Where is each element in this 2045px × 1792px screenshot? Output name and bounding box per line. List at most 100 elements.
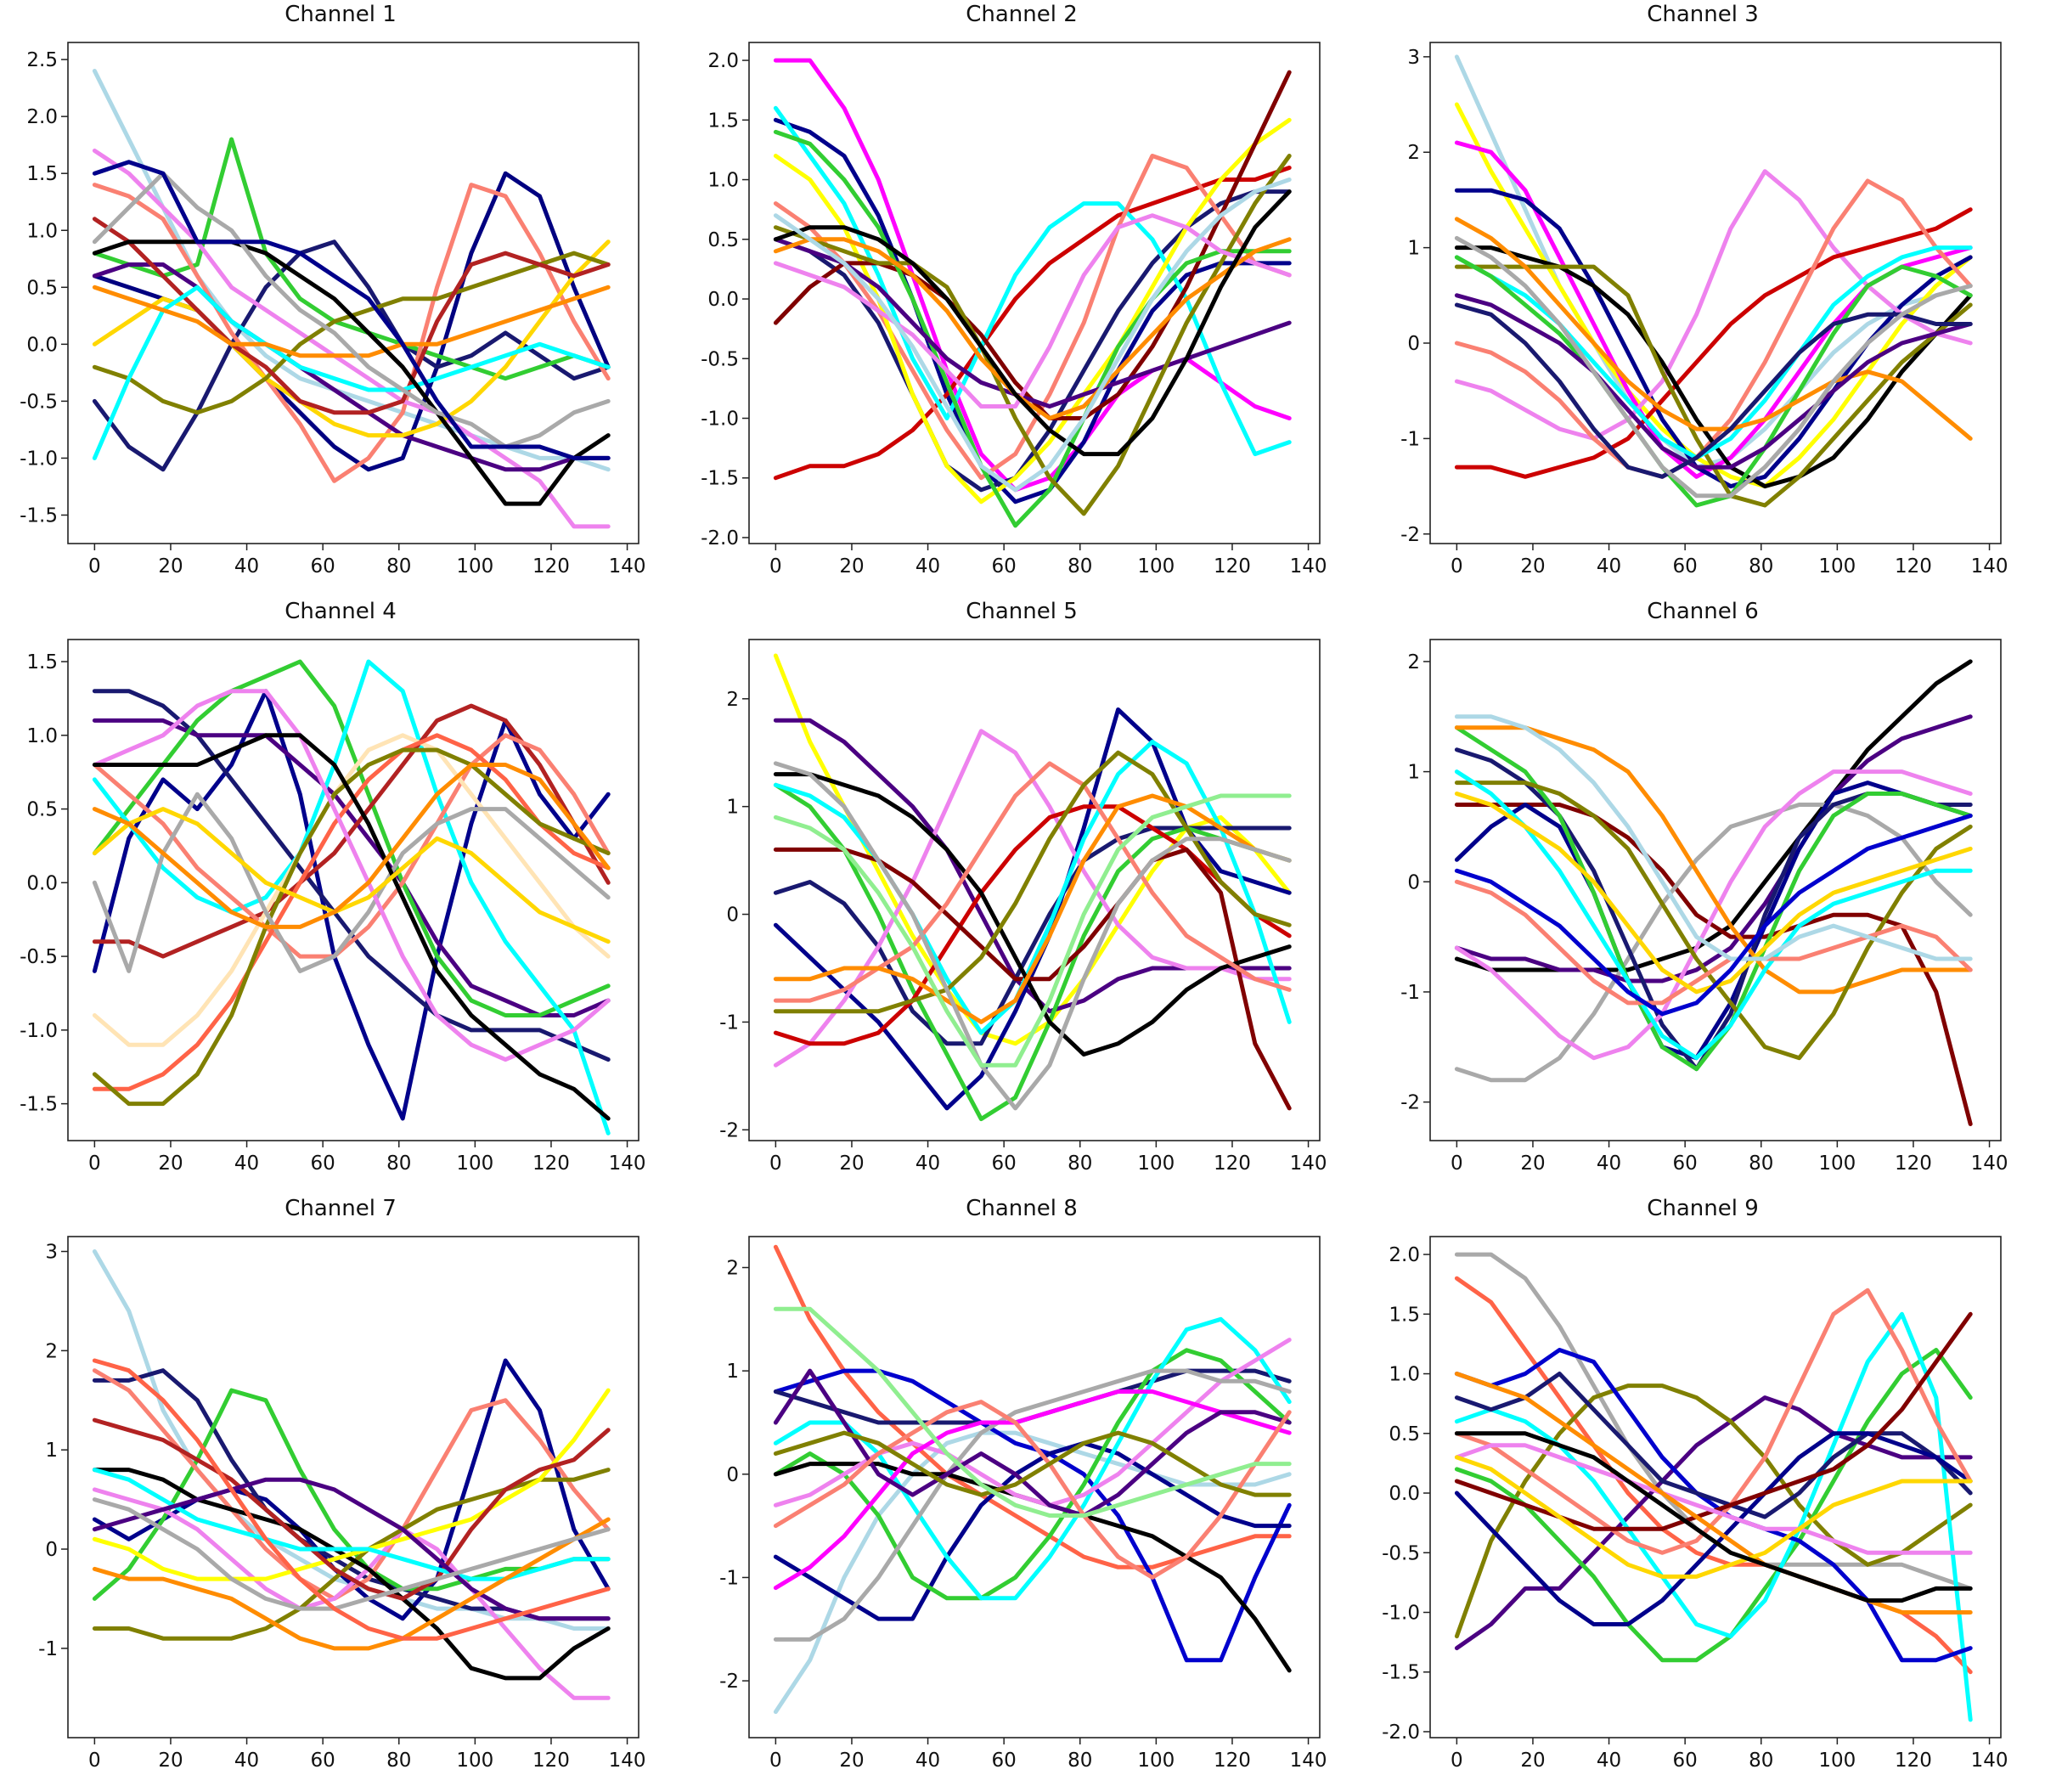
y-tick-label: -1.5: [20, 504, 58, 527]
x-tick-label: 40: [915, 1152, 940, 1175]
x-tick-label: 140: [1971, 555, 2008, 578]
y-tick-label: 1.0: [26, 220, 58, 242]
series-line-13: [1454, 1372, 1973, 1614]
x-tick-label: 120: [1895, 1152, 1932, 1175]
y-tick-label: -2: [719, 1119, 739, 1141]
y-tick-label: -0.5: [701, 348, 739, 370]
chart-title: Channel 9: [1647, 1196, 1759, 1221]
y-tick-label: 0: [1407, 871, 1420, 893]
series-line-15: [1454, 1431, 1973, 1603]
x-tick-label: 80: [1749, 1750, 1773, 1772]
series-group: [773, 653, 1292, 1122]
y-tick-label: 0.0: [26, 872, 58, 894]
series-line-13: [773, 1400, 1292, 1580]
series-line-15: [1454, 235, 1973, 499]
y-tick-label: -2: [1400, 524, 1420, 546]
series-line-10: [92, 1417, 611, 1601]
y-tick-label: 1.0: [26, 725, 58, 747]
series-line-9: [92, 733, 611, 1091]
y-tick-label: -0.5: [1382, 1542, 1420, 1564]
y-tick-label: -1.0: [701, 409, 739, 431]
y-tick-label: 0.0: [1389, 1483, 1420, 1505]
series-line-15: [773, 1306, 1292, 1518]
series-line-12: [773, 750, 1292, 1014]
series-line-1: [773, 1430, 1292, 1715]
y-tick-label: -1: [38, 1638, 58, 1660]
y-tick-label: 1: [1407, 238, 1420, 260]
y-tick-label: -1: [719, 1567, 739, 1589]
x-tick-label: 100: [1137, 1152, 1175, 1175]
series-line-10: [773, 1368, 1292, 1642]
series-line-9: [773, 1338, 1292, 1507]
x-tick-label: 40: [1597, 1152, 1621, 1175]
x-tick-label: 140: [1290, 1152, 1327, 1175]
series-line-3: [92, 718, 611, 1017]
series-line-5: [92, 659, 611, 1135]
x-tick-label: 60: [992, 1152, 1017, 1175]
x-tick-label: 0: [88, 555, 101, 578]
series-line-1: [773, 58, 1292, 493]
series-line-13: [773, 793, 1292, 1024]
y-tick-label: -1.5: [20, 1094, 58, 1116]
series-line-14: [773, 1430, 1292, 1497]
x-tick-label: 60: [992, 555, 1017, 578]
y-tick-label: 0.5: [707, 229, 739, 251]
series-line-3: [1454, 803, 1973, 1083]
series-line-14: [1454, 302, 1973, 479]
y-tick-label: 1.5: [26, 163, 58, 185]
series-line-9: [773, 129, 1292, 528]
axes-frame: [67, 1236, 639, 1738]
x-tick-label: 40: [234, 1152, 259, 1175]
y-tick-label: 0: [1407, 333, 1420, 355]
y-tick-label: 1.5: [26, 651, 58, 673]
chart-title: Channel 6: [1647, 599, 1759, 624]
series-line-12: [1454, 879, 1973, 1006]
y-tick-label: -1.5: [1382, 1662, 1420, 1684]
axes-frame: [1429, 42, 2002, 544]
series-group: [773, 58, 1292, 528]
series-line-14: [92, 807, 611, 944]
x-tick-label: 40: [1597, 1750, 1621, 1772]
y-tick-label: 3: [45, 1242, 58, 1264]
chart-panel-9: Channel 9 0 20 40 60 80 100 120 140 -2.0 -1.5 -1.0 -…: [1362, 1194, 2043, 1791]
series-line-9: [1454, 725, 1973, 995]
chart-svg: 0 20 40 60 80 100 120 140 -2 -1 0 1 2 3: [1400, 42, 2008, 578]
series-line-5: [773, 1440, 1292, 1621]
series-line-12: [773, 1368, 1292, 1518]
series-line-7: [92, 733, 611, 959]
series-line-15: [1454, 814, 1973, 1017]
series-line-3: [1454, 1395, 1973, 1651]
chart-panel-4: Channel 4 0 20 40 60 80 100 120 140 -1.5 -1.0 -0.5 0…: [0, 597, 681, 1194]
series-line-9: [1454, 1431, 1973, 1626]
y-tick-label: -1.5: [701, 468, 739, 490]
y-tick-label: 1: [45, 1440, 58, 1462]
x-tick-label: 40: [915, 1750, 940, 1772]
x-tick-label: 100: [456, 1152, 493, 1175]
x-tick-label: 100: [1818, 555, 1856, 578]
x-tick-label: 0: [769, 1750, 782, 1772]
y-tick-label: 1.5: [1389, 1304, 1420, 1326]
x-tick-label: 120: [532, 1152, 570, 1175]
series-line-13: [1454, 293, 1973, 470]
x-tick-label: 60: [1673, 555, 1698, 578]
x-tick-label: 20: [1520, 1750, 1545, 1772]
chart-title: Channel 2: [966, 2, 1078, 27]
series-line-11: [92, 1468, 611, 1581]
x-tick-label: 0: [1451, 1152, 1463, 1175]
series-line-6: [1454, 1311, 1973, 1722]
y-tick-label: 2: [1407, 142, 1420, 164]
series-line-12: [773, 213, 1292, 409]
series-line-10: [1454, 1288, 1973, 1555]
y-tick-label: 0: [45, 1539, 58, 1561]
x-tick-label: 40: [915, 555, 940, 578]
y-tick-label: 0.5: [1389, 1423, 1420, 1445]
series-line-14: [92, 171, 611, 449]
y-tick-label: -2.0: [1382, 1722, 1420, 1744]
series-line-11: [773, 761, 1292, 1003]
x-tick-label: 80: [386, 555, 411, 578]
x-tick-label: 120: [532, 555, 570, 578]
x-tick-label: 60: [311, 555, 335, 578]
series-line-6: [92, 1487, 611, 1700]
y-tick-label: 0.5: [26, 799, 58, 821]
